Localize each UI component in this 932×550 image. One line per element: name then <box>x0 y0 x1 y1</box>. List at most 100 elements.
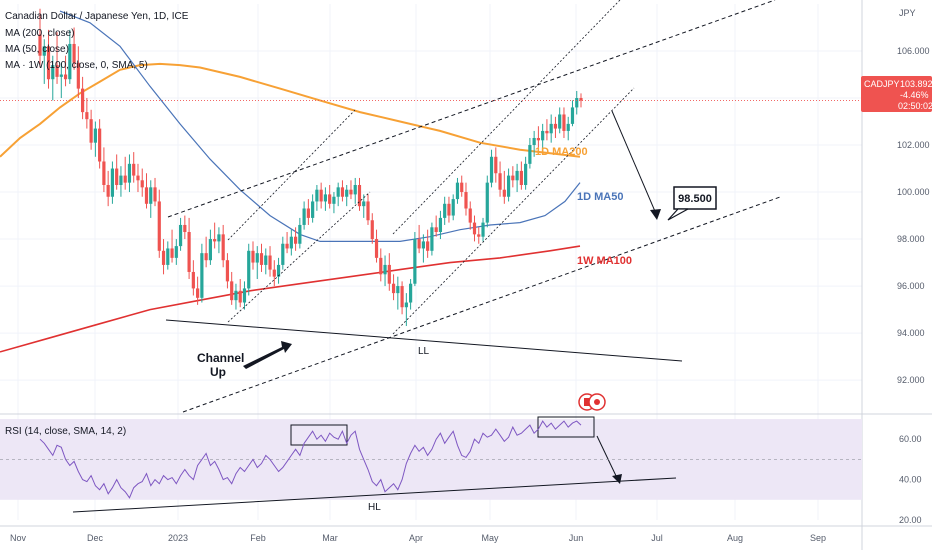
rsi-box-2 <box>537 416 595 438</box>
price-value: 103.892 <box>900 79 932 89</box>
candle-up <box>532 137 536 146</box>
candle-up <box>323 194 328 202</box>
chart-title: Canadian Dollar / Japanese Yen, 1D, ICE <box>5 11 189 22</box>
candle-up <box>558 114 562 129</box>
candle-down <box>55 65 59 77</box>
candle-down <box>460 182 464 193</box>
rsi-line <box>39 420 582 499</box>
candle-up <box>396 286 400 294</box>
candle-up <box>51 65 55 80</box>
candle-up <box>575 98 579 108</box>
candle-up <box>506 175 511 197</box>
candlesticks[interactable] <box>38 8 583 327</box>
candle-down <box>153 187 157 202</box>
candle-down <box>447 203 451 216</box>
rsi-band <box>0 419 862 500</box>
candle-up <box>276 264 281 277</box>
candle-down <box>511 175 515 181</box>
candle-up <box>443 203 447 218</box>
candle-down <box>225 260 230 282</box>
candle-up <box>345 189 349 197</box>
candle-down <box>370 220 374 240</box>
ma200-label: 1D MA200 <box>535 146 588 158</box>
candle-down <box>221 234 225 261</box>
price-tick-label: 98.000 <box>897 234 925 244</box>
candle-down <box>306 208 310 218</box>
time-tick-label: Apr <box>409 533 423 543</box>
candle-up <box>485 182 489 223</box>
candle-up <box>93 128 97 143</box>
candle-up <box>298 224 302 244</box>
candle-up <box>413 239 417 284</box>
ma100w-label: 1W MA100 <box>577 255 632 267</box>
candle-down <box>251 250 255 263</box>
candle-down <box>272 269 276 277</box>
channel-label-line1: Channel <box>197 351 244 365</box>
price-tick-label: 96.000 <box>897 281 925 291</box>
candle-down <box>366 201 370 221</box>
candle-down <box>519 170 523 185</box>
candle-down <box>498 173 502 190</box>
candle-down <box>115 168 119 185</box>
candle-up <box>430 227 434 251</box>
candle-up <box>524 163 528 185</box>
candle-up <box>281 243 285 265</box>
candle-down <box>140 180 144 188</box>
price-tick-label: 106.000 <box>897 46 930 56</box>
price-tag <box>861 76 932 112</box>
price-tick-label: 94.000 <box>897 328 925 338</box>
candle-down <box>204 253 208 261</box>
candle-down <box>387 264 391 284</box>
price-tick-label: 102.000 <box>897 140 930 150</box>
candle-down <box>434 227 438 233</box>
candle-up <box>362 201 366 207</box>
candle-down <box>472 222 477 235</box>
minor-channel-lower <box>227 191 371 323</box>
legend-ma50: MA (50, close) <box>5 44 69 55</box>
time-tick-label: Feb <box>250 533 266 543</box>
legend-ma100w: MA · 1W (100, close, 0, SMA, 5) <box>5 60 148 71</box>
candle-up <box>481 222 485 237</box>
candle-down <box>80 88 85 113</box>
candle-down <box>89 119 93 143</box>
price-tick-label: 100.000 <box>897 187 930 197</box>
time-tick-label: May <box>481 533 499 543</box>
candle-up <box>127 163 132 183</box>
candle-up <box>42 46 46 56</box>
candle-down <box>85 112 89 120</box>
candle-up <box>451 199 455 216</box>
candle-up <box>234 290 238 301</box>
candle-up <box>289 236 293 249</box>
candle-up <box>68 43 72 80</box>
rsi-arrow-line <box>596 435 619 481</box>
time-tick-label: Jun <box>569 533 584 543</box>
candle-up <box>566 123 570 131</box>
candle-down <box>379 257 383 275</box>
time-tick-label: Aug <box>727 533 743 543</box>
hl-label: HL <box>368 502 381 513</box>
candle-up <box>528 145 532 164</box>
candle-up <box>200 253 204 298</box>
ma200-line <box>0 62 581 158</box>
candle-down <box>72 43 76 63</box>
candle-up <box>455 182 460 200</box>
candle-up <box>59 74 63 77</box>
candle-down <box>106 184 110 197</box>
candle-up <box>149 187 153 204</box>
candle-down <box>417 239 421 249</box>
candle-down <box>328 194 332 204</box>
rsi-tick-label: 40.00 <box>899 475 922 485</box>
time-tick-label: 2023 <box>168 533 188 543</box>
candle-down <box>161 250 166 265</box>
moving-averages <box>0 10 581 353</box>
price-tick-label: 92.000 <box>897 375 925 385</box>
candle-down <box>494 156 498 174</box>
candle-down <box>238 290 242 303</box>
legend-ma200: MA (200, close) <box>5 28 74 39</box>
candle-down <box>464 192 468 209</box>
candle-down <box>46 46 51 80</box>
candle-down <box>426 241 430 251</box>
rsi-tick-label: 60.00 <box>899 434 922 444</box>
rsi-arrow-head <box>612 474 622 484</box>
